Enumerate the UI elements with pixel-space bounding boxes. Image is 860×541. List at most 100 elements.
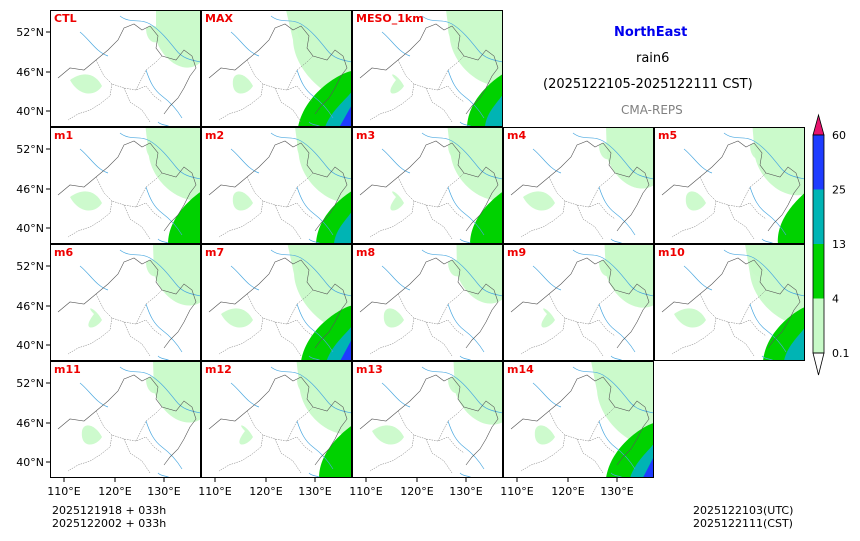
county-border: [425, 438, 453, 474]
footer-valid-utc: 2025122103(UTC): [693, 504, 794, 517]
rain-light-patch: [70, 191, 102, 211]
colorbar-under-triangle: [812, 352, 825, 376]
panel-label: m6: [54, 246, 73, 259]
colorbar-frame: [812, 134, 825, 354]
lon-tick-label: 130°E: [147, 485, 180, 498]
county-border: [246, 410, 314, 454]
rain-light-area: [153, 244, 201, 306]
province-border: [661, 257, 801, 349]
county-border: [123, 204, 151, 240]
county-border: [67, 434, 113, 472]
county-border: [425, 321, 453, 357]
rain-light-patch: [599, 259, 614, 277]
panel-m9: m9: [503, 244, 654, 361]
county-border: [727, 204, 755, 240]
panel-label: MESO_1km: [356, 12, 424, 25]
rain-light-area: [153, 361, 201, 423]
lat-tick-label: 40°N: [16, 339, 44, 352]
river-line: [381, 265, 411, 291]
river-line: [79, 148, 109, 174]
county-border: [369, 434, 415, 472]
panel-m6: m6: [50, 244, 201, 361]
river-line: [598, 420, 636, 470]
river-line: [230, 148, 260, 174]
rain-heavy-area: [485, 94, 503, 127]
panel-label: m14: [507, 363, 534, 376]
lat-tick-label: 52°N: [16, 143, 44, 156]
river-line: [723, 249, 805, 297]
lon-tick-label: 130°E: [600, 485, 633, 498]
county-border: [135, 55, 163, 91]
panel-label: m13: [356, 363, 383, 376]
panel-ctl: CTL: [50, 10, 201, 127]
panel-label: m10: [658, 246, 685, 259]
county-border: [397, 176, 465, 220]
river-line: [119, 366, 201, 414]
river-line: [119, 249, 201, 297]
colorbar-segment: [813, 298, 824, 353]
lat-tick-label: 40°N: [16, 456, 44, 469]
river-line: [572, 366, 654, 414]
rain-light-patch: [239, 425, 253, 445]
county-border: [699, 176, 767, 220]
river-line: [572, 132, 654, 180]
county-border: [397, 59, 465, 103]
province-border: [57, 257, 197, 349]
rain-light-patch: [232, 191, 253, 211]
river-line: [145, 69, 183, 119]
river-line: [296, 186, 334, 236]
county-border: [520, 317, 566, 355]
lat-tick-label: 52°N: [16, 377, 44, 390]
panel-frame: [503, 244, 654, 361]
panel-label: m9: [507, 246, 526, 259]
rain-moderate-area: [168, 191, 201, 244]
county-border: [274, 204, 302, 240]
colorbar-over-triangle: [812, 113, 825, 136]
colorbar-segment: [813, 135, 824, 190]
province-border: [510, 374, 650, 466]
county-border: [727, 321, 755, 357]
region-title: NorthEast: [614, 25, 688, 40]
province-border: [359, 374, 499, 466]
rain-light-patch: [146, 259, 161, 277]
river-line: [79, 382, 109, 408]
lat-tick-label: 40°N: [16, 105, 44, 118]
river-line: [119, 132, 201, 180]
river-line: [296, 303, 334, 353]
panel-frame: [201, 127, 352, 244]
panel-m10: m10: [654, 244, 805, 361]
panel-label: m2: [205, 129, 224, 142]
province-border: [510, 257, 650, 349]
panel-m2: m2: [201, 127, 352, 244]
rain-torrential-area: [340, 338, 352, 361]
county-border: [274, 321, 302, 357]
rain-torrential-area: [339, 104, 352, 127]
panel-label: m5: [658, 129, 677, 142]
period-title: (2025122105-2025122111 CST): [543, 77, 753, 92]
river-line: [381, 148, 411, 174]
river-line: [421, 366, 503, 414]
panel-frame: [503, 127, 654, 244]
rain-light-patch: [448, 25, 463, 43]
panel-frame: [654, 244, 805, 361]
panel-m11: m11: [50, 361, 201, 478]
river-line: [598, 186, 636, 236]
lon-tick-label: 130°E: [449, 485, 482, 498]
province-border: [208, 374, 348, 466]
rain-light-patch: [297, 25, 312, 43]
county-border: [397, 293, 465, 337]
rain-light-patch: [297, 376, 312, 394]
river-line: [270, 249, 352, 297]
colorbar-level-label: 0.1: [832, 347, 850, 360]
footer-init-left-1: 2025121918 + 033h: [52, 504, 167, 517]
lat-tick-label: 52°N: [16, 26, 44, 39]
county-border: [588, 406, 616, 442]
county-border: [218, 317, 264, 355]
county-border: [576, 321, 604, 357]
lon-tick-label: 120°E: [400, 485, 433, 498]
panel-label: CTL: [54, 12, 77, 25]
county-border: [369, 83, 415, 121]
lon-tick-label: 120°E: [249, 485, 282, 498]
river-line: [230, 382, 260, 408]
rain-moderate-area: [777, 192, 805, 244]
